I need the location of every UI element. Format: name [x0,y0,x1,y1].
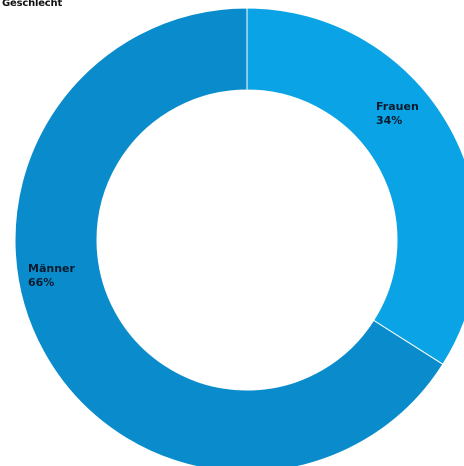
slice-value-frauen: 34% [376,114,403,127]
chart-title: Geschlecht [2,0,63,9]
slice-name-maenner: Männer [28,262,75,275]
slice-label-frauen: Frauen 34% [376,100,419,128]
donut-slices [14,7,464,466]
slice-name-frauen: Frauen [376,100,419,113]
slice-maenner [14,7,444,466]
slice-value-maenner: 66% [28,276,55,289]
slice-label-maenner: Männer 66% [28,262,75,290]
slice-frauen [246,7,464,366]
